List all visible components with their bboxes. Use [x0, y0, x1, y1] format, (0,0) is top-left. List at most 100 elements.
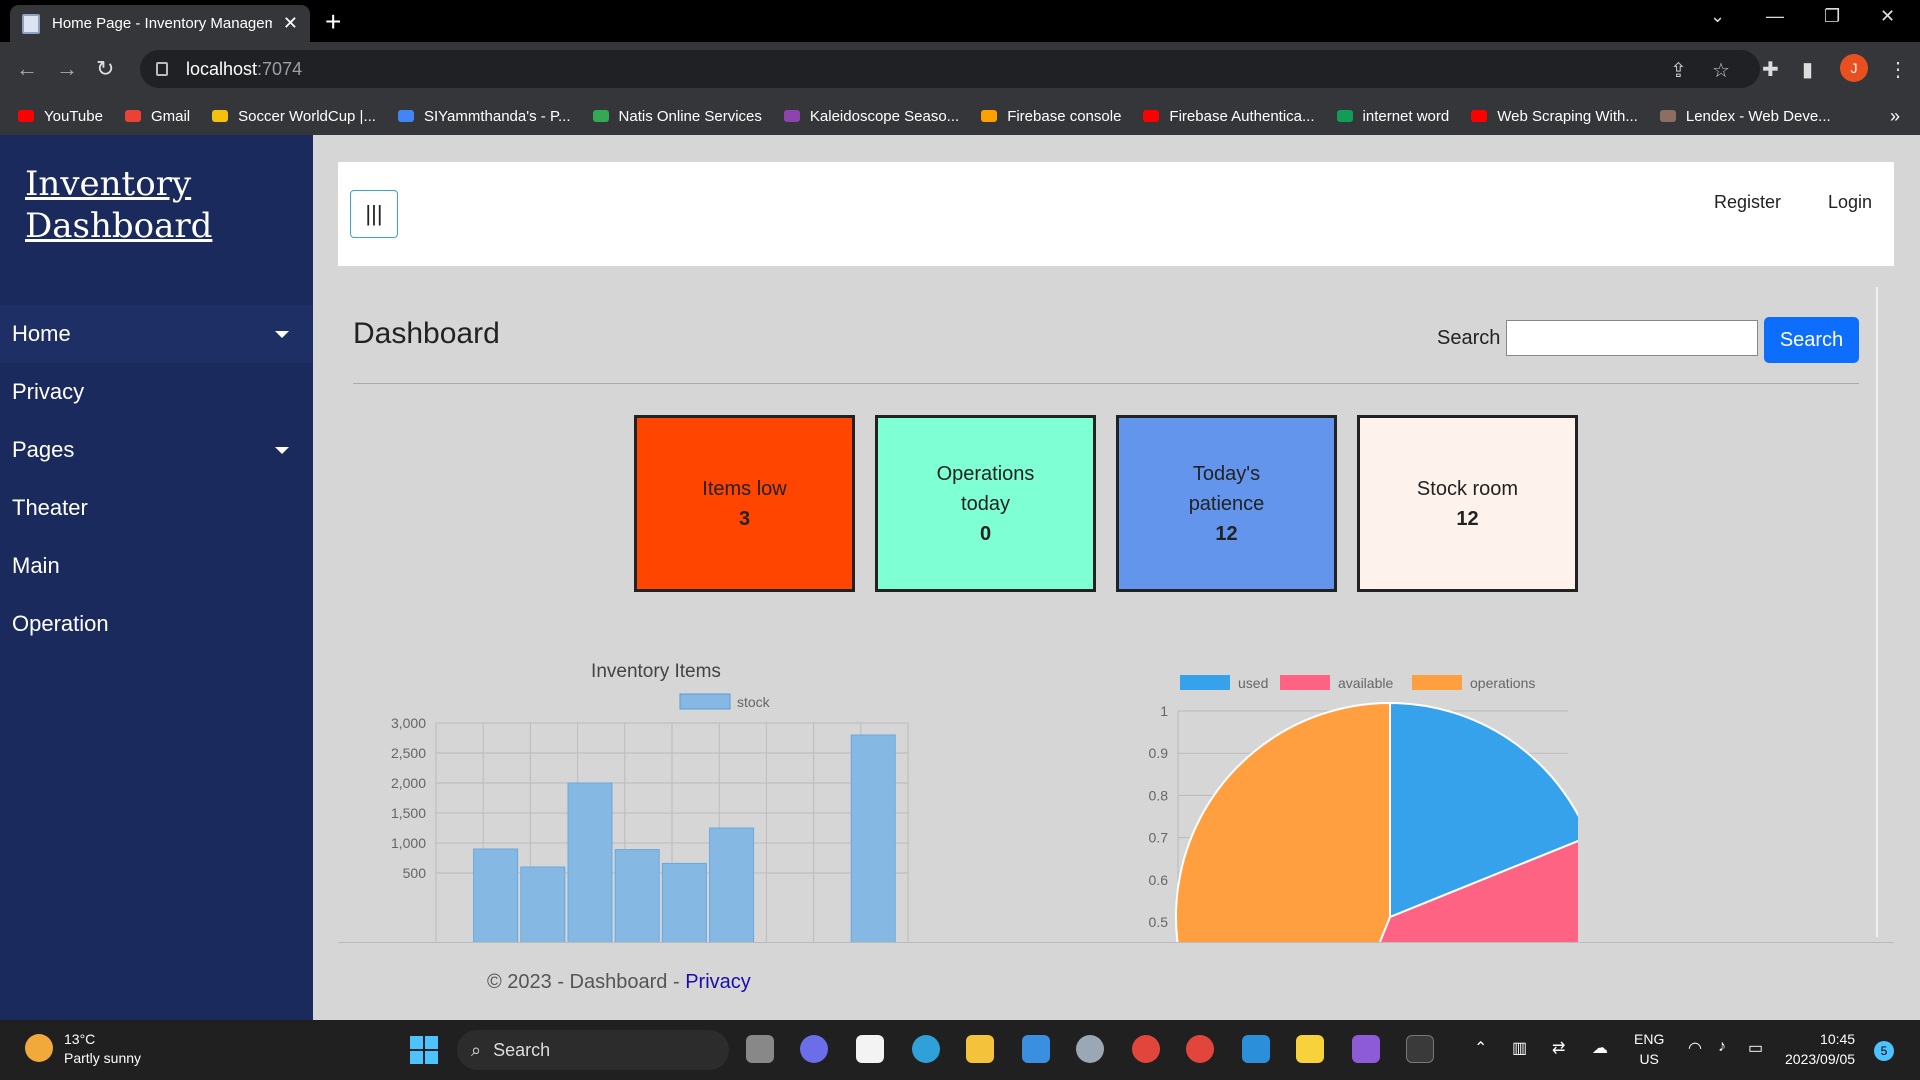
vscode-icon[interactable] [1242, 1035, 1270, 1063]
sidebar-item-main[interactable]: Main [0, 537, 313, 595]
notification-badge[interactable]: 5 [1874, 1041, 1894, 1061]
task-view-icon[interactable] [746, 1035, 774, 1063]
tray-sync-icon[interactable]: ⇄ [1552, 1040, 1566, 1057]
bookmark-item[interactable]: Web Scraping With... [1471, 108, 1638, 125]
settings-icon[interactable] [1076, 1035, 1104, 1063]
legend-label[interactable]: used [1238, 675, 1268, 691]
login-link[interactable]: Login [1828, 192, 1873, 212]
sidebar-item-label: Theater [12, 495, 88, 520]
browser-toolbar: ← → ↻ localhost :7074 ⇪ ☆ ✚ ▮ J ⋮ [0, 42, 1920, 97]
bar[interactable] [567, 782, 613, 942]
register-link[interactable]: Register [1714, 192, 1782, 212]
chevron-up-icon[interactable]: ⌃ [1474, 1040, 1488, 1057]
search-button[interactable]: Search [1764, 317, 1859, 363]
sidebar-toggle-button[interactable]: ||| [350, 190, 398, 238]
restore-icon[interactable]: ❐ [1824, 6, 1841, 26]
chrome-active-icon[interactable] [1186, 1035, 1214, 1063]
sidebar-item-label: Pages [12, 437, 75, 462]
card-value: 12 [1215, 522, 1238, 545]
chrome-icon[interactable] [1132, 1035, 1160, 1063]
back-icon[interactable]: ← [16, 56, 38, 81]
bar[interactable] [614, 849, 660, 942]
bookmark-item[interactable]: Gmail [124, 108, 190, 125]
sidebar-item-privacy[interactable]: Privacy [0, 363, 313, 421]
content-scrollbar[interactable] [1876, 287, 1878, 937]
more-bookmarks-icon[interactable]: » [1889, 105, 1900, 126]
legend-label[interactable]: operations [1470, 675, 1535, 691]
sidebar-nav: Home Privacy Pages Theater Main Operatio… [0, 305, 313, 653]
bar[interactable] [709, 827, 755, 942]
wifi-icon[interactable]: ◠ [1688, 1040, 1702, 1057]
profile-avatar[interactable]: J [1840, 54, 1868, 82]
taskbar-search[interactable]: ⌕ Search [457, 1030, 729, 1070]
sidebar-item-label: Home [12, 321, 71, 346]
bar[interactable] [520, 866, 566, 942]
minimize-icon[interactable]: — [1766, 6, 1784, 26]
bookmark-icon [1336, 110, 1353, 122]
bookmark-item[interactable]: SIYammthanda's - P... [397, 108, 571, 125]
bookmark-item[interactable]: Firebase console [981, 108, 1121, 125]
new-tab-button[interactable]: + [325, 6, 342, 37]
close-window-icon[interactable]: ✕ [1880, 6, 1896, 26]
notepad-icon[interactable] [1022, 1035, 1050, 1063]
terminal-icon[interactable] [1406, 1035, 1434, 1063]
volume-icon[interactable]: ♪ [1718, 1038, 1726, 1055]
onedrive-icon[interactable]: ☁ [1592, 1040, 1608, 1057]
bookmark-item[interactable]: Kaleidoscope Seaso... [783, 107, 960, 125]
usage-pie-chart: used available operations 1 0.9 0.8 0.7 0.6 0.5 [1149, 675, 1578, 942]
clock[interactable]: 10:45 2023/09/05 [1785, 1029, 1855, 1069]
bar[interactable] [473, 848, 519, 942]
tab-search-icon[interactable]: ⌄ [1710, 6, 1726, 26]
main-content: Dashboard Search Search Items low 3 Oper… [338, 287, 1878, 942]
weather-icon[interactable] [25, 1034, 53, 1062]
bar[interactable] [850, 734, 896, 942]
sidebar-item-operation[interactable]: Operation [0, 595, 313, 653]
teams-icon[interactable] [800, 1035, 828, 1063]
sidebar-item-label: Privacy [12, 379, 85, 404]
pie-slice[interactable] [1175, 701, 1391, 942]
legend-label[interactable]: available [1338, 675, 1393, 691]
bookmark-item[interactable]: Soccer WorldCup |... [212, 108, 376, 125]
extensions-icon[interactable]: ✚ [1762, 59, 1779, 81]
side-panel-icon[interactable]: ▮ [1802, 59, 1814, 81]
visual-studio-icon[interactable] [1352, 1035, 1380, 1063]
address-bar[interactable]: localhost :7074 ⇪ ☆ [140, 50, 1760, 88]
store-icon[interactable] [856, 1035, 884, 1063]
operations-today-card: Operations today 0 [875, 415, 1096, 592]
menu-icon[interactable]: ⋮ [1888, 59, 1908, 81]
pie-slice[interactable] [1389, 701, 1578, 919]
close-tab-icon[interactable]: ✕ [282, 13, 298, 33]
share-icon[interactable]: ⇪ [1670, 60, 1687, 82]
browser-tab[interactable]: Home Page - Inventory Managem ✕ [10, 5, 310, 42]
bookmark-item[interactable]: Natis Online Services [592, 108, 762, 125]
sidebar-item-home[interactable]: Home [0, 305, 313, 363]
sidebar-item-theater[interactable]: Theater [0, 479, 313, 537]
tray-app-icon[interactable]: ▥ [1512, 1040, 1528, 1057]
weather-widget[interactable]: 13°C Partly sunny [64, 1030, 141, 1068]
battery-icon[interactable]: ▭ [1748, 1040, 1764, 1057]
bookmark-item[interactable]: YouTube [18, 108, 103, 125]
bookmark-item[interactable]: Lendex - Web Deve... [1659, 108, 1831, 125]
language-indicator[interactable]: ENG US [1634, 1029, 1664, 1069]
bookmark-item[interactable]: internet word [1336, 108, 1449, 125]
y-tick-label: 0.6 [1149, 872, 1169, 888]
start-button[interactable] [410, 1036, 438, 1064]
sticky-notes-icon[interactable] [1296, 1035, 1324, 1063]
brand-link[interactable]: Inventory Dashboard [25, 164, 213, 246]
forward-icon[interactable]: → [56, 56, 78, 81]
bookmark-label: Kaleidoscope Seaso... [809, 107, 960, 125]
card-label: Today's patience [1188, 462, 1265, 515]
file-explorer-icon[interactable] [966, 1035, 994, 1063]
bookmark-label: Web Scraping With... [1497, 107, 1638, 125]
bookmark-star-icon[interactable]: ☆ [1712, 60, 1730, 82]
footer-privacy-link[interactable]: Privacy [685, 971, 751, 993]
sidebar-item-pages[interactable]: Pages [0, 421, 313, 479]
bookmark-item[interactable]: Firebase Authentica... [1143, 108, 1315, 125]
reload-icon[interactable]: ↻ [96, 56, 115, 81]
bar[interactable] [661, 862, 707, 942]
pie-slice[interactable] [1310, 837, 1578, 942]
edge-icon[interactable] [912, 1035, 940, 1063]
y-tick-label: 0.8 [1149, 787, 1169, 803]
search-input[interactable] [1506, 320, 1758, 356]
y-tick-label: 1,000 [391, 835, 426, 851]
